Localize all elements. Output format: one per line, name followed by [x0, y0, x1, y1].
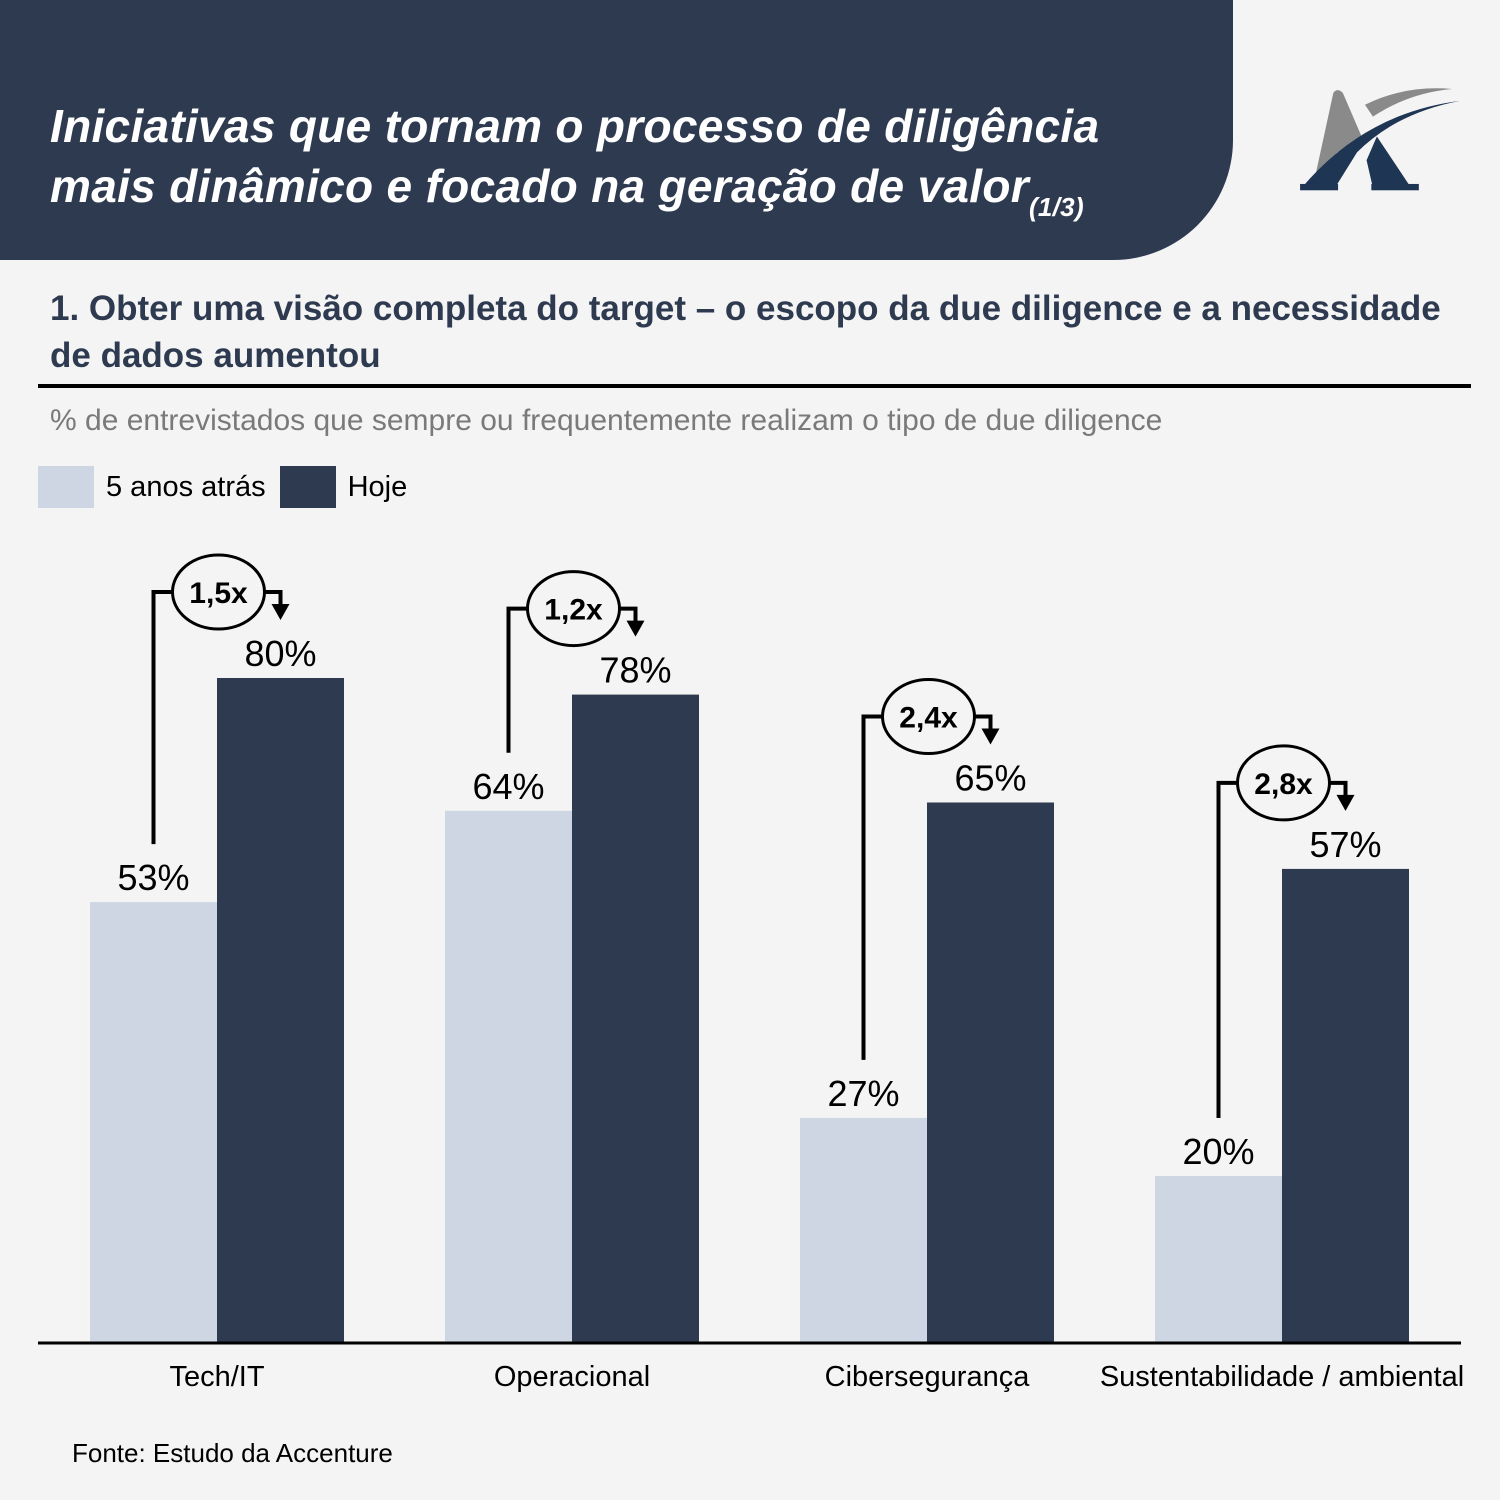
arrow-down-icon: [626, 620, 645, 637]
arrow-down-icon: [981, 728, 1000, 745]
chart-legend: 5 anos atrás Hoje: [38, 466, 421, 508]
page-title-line-1: Iniciativas que tornam o processo de dil…: [50, 100, 1100, 152]
title-divider: [38, 384, 1471, 388]
chart-subtitle: % de entrevistados que sempre ou frequen…: [50, 404, 1163, 437]
growth-connector-right-sustentabilidade-ambiental: [1329, 780, 1348, 797]
x-tick-label-operacional: Operacional: [494, 1361, 650, 1393]
value-label-5-anos-atras-sustentabilidade-ambiental: 20%: [1182, 1131, 1254, 1172]
growth-multiplier-sustentabilidade-ambiental: 2,8x: [1254, 768, 1313, 801]
growth-connector-sustentabilidade-ambiental: [1216, 780, 1238, 1118]
legend-label-5-anos-atras: 5 anos atrás: [106, 470, 266, 503]
bar-hoje-operacional: [572, 694, 699, 1342]
growth-connector-operacional: [506, 606, 528, 753]
page-title-line-2: mais dinâmico e focado na geração de val…: [50, 160, 1029, 212]
growth-connector-ciberseguranca: [861, 714, 883, 1060]
growth-badge-ciberseguranca: [881, 678, 976, 755]
arrow-down-icon: [1336, 794, 1355, 811]
value-label-hoje-tech-it: 80%: [244, 633, 316, 674]
section-title: 1. Obter uma visão completa do target – …: [50, 289, 1441, 375]
growth-multiplier-operacional: 1,2x: [544, 594, 603, 627]
value-label-hoje-ciberseguranca: 65%: [954, 758, 1026, 799]
logo-icon: [1300, 88, 1460, 191]
growth-connector-right-ciberseguranca: [974, 714, 993, 731]
growth-connector-tech-it: [151, 590, 173, 845]
value-label-hoje-operacional: 78%: [599, 650, 671, 691]
bar-hoje-sustentabilidade-ambiental: [1282, 868, 1409, 1342]
x-tick-label-ciberseguranca: Cibersegurança: [825, 1361, 1031, 1393]
value-label-hoje-sustentabilidade-ambiental: 57%: [1309, 824, 1381, 865]
bar-5-anos-atras-ciberseguranca: [800, 1117, 927, 1342]
growth-multiplier-ciberseguranca: 2,4x: [899, 702, 958, 735]
legend-swatch-hoje: [279, 466, 336, 508]
page-indicator: (1/3): [1028, 192, 1084, 222]
source-note: Fonte: Estudo da Accenture: [72, 1438, 393, 1468]
growth-multiplier-tech-it: 1,5x: [189, 577, 248, 610]
bar-5-anos-atras-tech-it: [90, 902, 217, 1342]
value-label-5-anos-atras-operacional: 64%: [472, 766, 544, 807]
legend-label-hoje: Hoje: [347, 470, 408, 503]
bar-5-anos-atras-sustentabilidade-ambiental: [1155, 1176, 1282, 1342]
legend-swatch-5-anos-atras: [38, 466, 94, 508]
growth-badge-tech-it: [171, 553, 266, 631]
bar-5-anos-atras-operacional: [445, 810, 572, 1342]
page-title: Iniciativas que tornam o processo de dil…: [50, 96, 1099, 237]
arrow-down-icon: [271, 604, 290, 620]
growth-badge-operacional: [526, 570, 621, 648]
value-label-5-anos-atras-tech-it: 53%: [117, 857, 189, 898]
bar-hoje-tech-it: [217, 678, 344, 1342]
growth-connector-right-tech-it: [264, 590, 283, 606]
growth-badge-sustentabilidade-ambiental: [1236, 744, 1331, 822]
x-tick-label-tech-it: Tech/IT: [169, 1361, 264, 1393]
header-banner: Iniciativas que tornam o processo de dil…: [0, 0, 1233, 260]
growth-connector-right-operacional: [619, 606, 638, 623]
x-tick-label-sustentabilidade-ambiental: Sustentabilidade / ambiental: [1100, 1361, 1464, 1393]
bar-hoje-ciberseguranca: [927, 802, 1054, 1342]
value-label-5-anos-atras-ciberseguranca: 27%: [827, 1073, 899, 1114]
